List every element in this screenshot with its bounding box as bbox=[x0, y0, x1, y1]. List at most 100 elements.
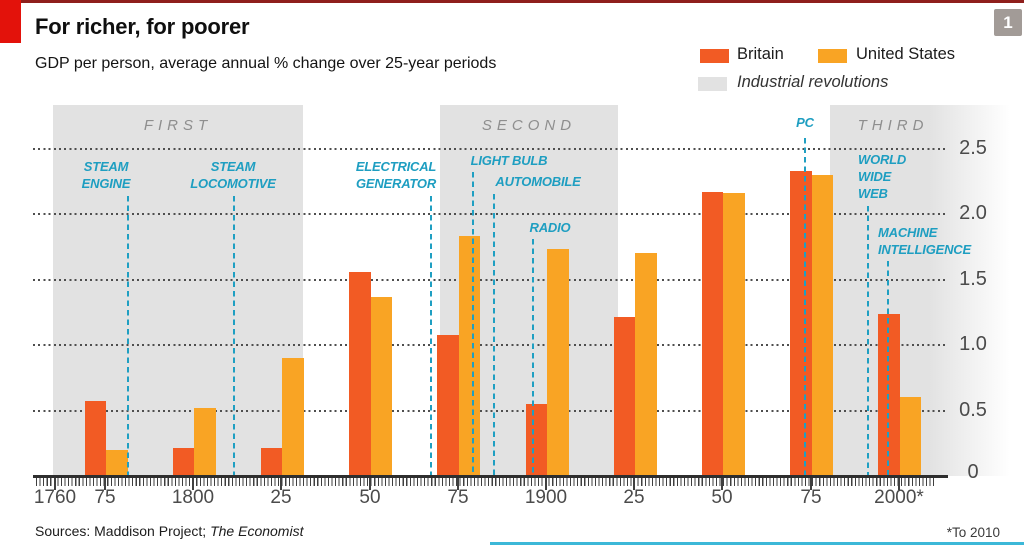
light-bulb-label-line: LIGHT BULB bbox=[470, 153, 548, 168]
radio-line bbox=[532, 239, 534, 476]
x-tick-label-75: 75 bbox=[94, 487, 116, 508]
gridline-2.5 bbox=[33, 147, 948, 150]
x-axis-major-tick-75 bbox=[810, 478, 812, 490]
automobile-label-line: AUTOMOBILE bbox=[495, 174, 581, 189]
bar-united-states-1985-2010 bbox=[899, 397, 922, 476]
y-tick-label-1.5: 1.5 bbox=[959, 267, 987, 290]
revolution-label-third: THIRD bbox=[857, 117, 929, 134]
bar-united-states-1935-60 bbox=[723, 193, 745, 476]
x-tick-label-75: 75 bbox=[447, 487, 469, 508]
x-tick-label-2000*: 2000* bbox=[874, 487, 924, 508]
steam-locomotive-label-line: STEAM bbox=[210, 159, 256, 174]
x-axis-major-tick-25 bbox=[633, 478, 635, 490]
x-axis-minor-ticks bbox=[36, 478, 935, 486]
y-tick-label-0: 0 bbox=[967, 461, 979, 483]
steam-engine-label-line: STEAM bbox=[83, 159, 129, 174]
radio-label-line: RADIO bbox=[529, 220, 571, 235]
electrical-generator-label: ELECTRICAL GENERATOR bbox=[355, 158, 437, 192]
legend-label-united-states: United States bbox=[856, 45, 956, 63]
steam-engine-label: STEAM ENGINE bbox=[82, 158, 131, 192]
x-tick-label-25: 25 bbox=[623, 487, 645, 508]
bar-britain-1910-35 bbox=[613, 317, 636, 476]
bar-britain-1835-60 bbox=[349, 271, 371, 476]
machine-intelligence-label-line: INTELLIGENCE bbox=[878, 242, 971, 257]
legend-label-industrial-revolutions: Industrial revolutions bbox=[737, 73, 889, 91]
bar-united-states-1910-35 bbox=[635, 253, 657, 476]
electrical-generator-label-line: ELECTRICAL bbox=[355, 159, 437, 174]
x-axis-major-tick-75 bbox=[104, 478, 106, 490]
machine-intelligence-label: MACHINE INTELLIGENCE bbox=[878, 224, 971, 258]
bar-britain-1960-85 bbox=[790, 170, 812, 476]
bottom-border-line bbox=[490, 542, 1024, 545]
x-tick-label-1900: 1900 bbox=[524, 487, 568, 508]
automobile-line bbox=[493, 194, 495, 476]
pc-label: PC bbox=[796, 114, 814, 131]
bar-united-states-1960-85 bbox=[811, 174, 834, 476]
legend-swatch-industrial-revolutions bbox=[698, 77, 727, 91]
gridline-0.5 bbox=[33, 409, 948, 412]
light-bulb-line bbox=[472, 172, 474, 476]
automobile-label: AUTOMOBILE bbox=[495, 173, 580, 190]
machine-intelligence-line bbox=[887, 261, 889, 476]
gridline-1.0 bbox=[33, 344, 948, 346]
y-tick-label-2.5: 2.5 bbox=[959, 136, 987, 159]
world-wide-web-label: WORLD WIDE WEB bbox=[858, 151, 906, 202]
steam-locomotive-label-line: LOCOMOTIVE bbox=[190, 176, 276, 191]
light-bulb-label: LIGHT BULB bbox=[471, 152, 548, 169]
x-axis-major-tick-2000* bbox=[898, 478, 900, 490]
bar-britain-1885-1910 bbox=[525, 403, 547, 476]
top-rule bbox=[0, 0, 1024, 3]
x-tick-label-25: 25 bbox=[270, 487, 292, 508]
revolution-label-first: FIRST bbox=[143, 117, 213, 134]
x-tick-label-50: 50 bbox=[711, 487, 733, 508]
x-axis-major-tick-1800 bbox=[192, 478, 194, 490]
world-wide-web-label-line: WORLD bbox=[858, 152, 907, 167]
sources-text: Sources: Maddison Project; bbox=[35, 523, 211, 539]
bar-britain-1785-1810 bbox=[172, 448, 195, 476]
x-axis-line bbox=[33, 475, 948, 478]
electrical-generator-label-line: GENERATOR bbox=[355, 176, 437, 191]
legend-swatch-britain bbox=[700, 49, 729, 63]
gridline-2.0 bbox=[33, 213, 948, 215]
x-tick-label-50: 50 bbox=[359, 487, 381, 508]
x-tick-label-1800: 1800 bbox=[171, 487, 215, 508]
y-tick-label-1.0: 1.0 bbox=[959, 333, 987, 355]
radio-label: RADIO bbox=[530, 219, 571, 236]
legend-swatch-united-states bbox=[818, 49, 847, 63]
x-axis-major-tick-1760 bbox=[54, 478, 56, 490]
legend-label-britain: Britain bbox=[737, 45, 784, 63]
steam-locomotive-label: STEAM LOCOMOTIVE bbox=[190, 158, 276, 192]
chart-subtitle: GDP per person, average annual % change … bbox=[35, 55, 497, 72]
chart-title: For richer, for poorer bbox=[35, 14, 250, 39]
bar-united-states-1885-1910 bbox=[547, 249, 569, 476]
y-tick-label-0.5: 0.5 bbox=[959, 398, 987, 421]
x-tick-label-75: 75 bbox=[800, 487, 822, 508]
gridline-1.5 bbox=[33, 278, 948, 281]
x-axis-major-tick-75 bbox=[457, 478, 459, 490]
x-axis-major-tick-25 bbox=[280, 478, 282, 490]
bar-britain-1935-60 bbox=[701, 191, 724, 476]
x-axis-major-tick-1900 bbox=[545, 478, 547, 490]
figure-number-badge: 1 bbox=[994, 9, 1022, 36]
sources-publication: The Economist bbox=[210, 523, 304, 539]
bar-britain-1810-35 bbox=[260, 448, 283, 476]
bar-united-states-1810-35 bbox=[282, 358, 304, 476]
pc-label-line: PC bbox=[796, 115, 814, 130]
bar-united-states-1860-85 bbox=[458, 236, 481, 476]
world-wide-web-label-line: WEB bbox=[858, 186, 888, 201]
steam-engine-line bbox=[127, 196, 129, 476]
bar-united-states-1835-60 bbox=[370, 296, 393, 476]
bar-united-states-1760-85 bbox=[106, 449, 128, 476]
world-wide-web-line bbox=[867, 206, 869, 476]
machine-intelligence-label-line: MACHINE bbox=[878, 225, 938, 240]
pc-line bbox=[804, 138, 806, 476]
world-wide-web-label-line: WIDE bbox=[858, 169, 892, 184]
electrical-generator-line bbox=[430, 196, 432, 476]
x-axis-major-tick-50 bbox=[369, 478, 371, 490]
bar-united-states-1785-1810 bbox=[194, 407, 216, 476]
footnote: *To 2010 bbox=[946, 525, 1000, 540]
steam-engine-label-line: ENGINE bbox=[81, 176, 131, 191]
y-tick-label-2.0: 2.0 bbox=[959, 202, 987, 224]
